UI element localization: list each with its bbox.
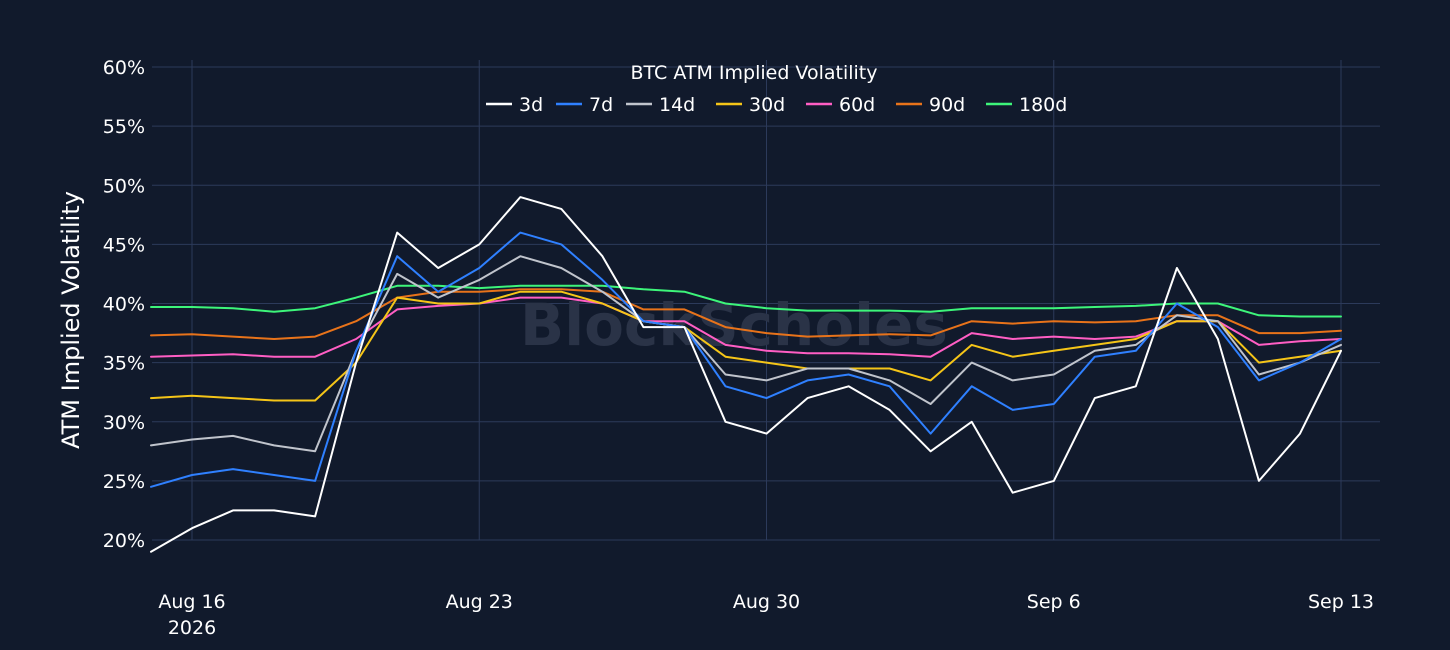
- y-axis-ticks: 20% 25% 30% 35% 40% 45% 50% 55% 60%: [103, 57, 145, 552]
- series-line-14d: [150, 255, 1342, 453]
- y-tick-label: 60%: [103, 57, 145, 79]
- legend-label: 90d: [929, 94, 965, 116]
- y-tick-label: 55%: [103, 116, 145, 138]
- x-tick-label: Aug 16: [158, 591, 225, 613]
- legend-item-14d[interactable]: 14d: [626, 94, 695, 116]
- series-layer: [150, 196, 1342, 553]
- x-tick-label: Sep 13: [1308, 591, 1374, 613]
- x-tick-label: Sep 6: [1027, 591, 1081, 613]
- x-axis-ticks: Aug 16 2026 Aug 23 Aug 30 Sep 6 Sep 13: [158, 591, 1374, 639]
- y-tick-label: 50%: [103, 175, 145, 197]
- series-line-60d: [150, 296, 1342, 358]
- y-tick-label: 35%: [103, 353, 145, 375]
- x-tick-label: Aug 30: [733, 591, 800, 613]
- legend-label: 3d: [519, 94, 543, 116]
- legend-item-60d[interactable]: 60d: [806, 94, 875, 116]
- series-line-90d: [150, 288, 1342, 340]
- legend-item-7d[interactable]: 7d: [556, 94, 613, 116]
- series-line-180d: [150, 284, 1342, 318]
- legend-item-30d[interactable]: 30d: [716, 94, 785, 116]
- y-axis-label: ATM Implied Volatility: [57, 191, 85, 449]
- chart-title: BTC ATM Implied Volatility: [631, 62, 878, 84]
- series-line-7d: [150, 231, 1342, 488]
- legend-item-180d[interactable]: 180d: [986, 94, 1067, 116]
- legend-label: 60d: [839, 94, 875, 116]
- y-tick-label: 40%: [103, 294, 145, 316]
- legend-label: 14d: [659, 94, 695, 116]
- legend-label: 7d: [589, 94, 613, 116]
- grid: [152, 60, 1380, 541]
- y-tick-label: 25%: [103, 471, 145, 493]
- legend-label: 30d: [749, 94, 785, 116]
- series-line-3d: [150, 196, 1342, 553]
- legend-item-90d[interactable]: 90d: [896, 94, 965, 116]
- y-tick-label: 30%: [103, 412, 145, 434]
- x-tick-label: Aug 23: [446, 591, 513, 613]
- x-tick-sublabel: 2026: [168, 617, 216, 639]
- legend[interactable]: 3d 7d 14d 30d 60d 90d 180d: [486, 94, 1067, 116]
- legend-label: 180d: [1019, 94, 1067, 116]
- y-tick-label: 45%: [103, 234, 145, 256]
- y-tick-label: 20%: [103, 530, 145, 552]
- legend-item-3d[interactable]: 3d: [486, 94, 543, 116]
